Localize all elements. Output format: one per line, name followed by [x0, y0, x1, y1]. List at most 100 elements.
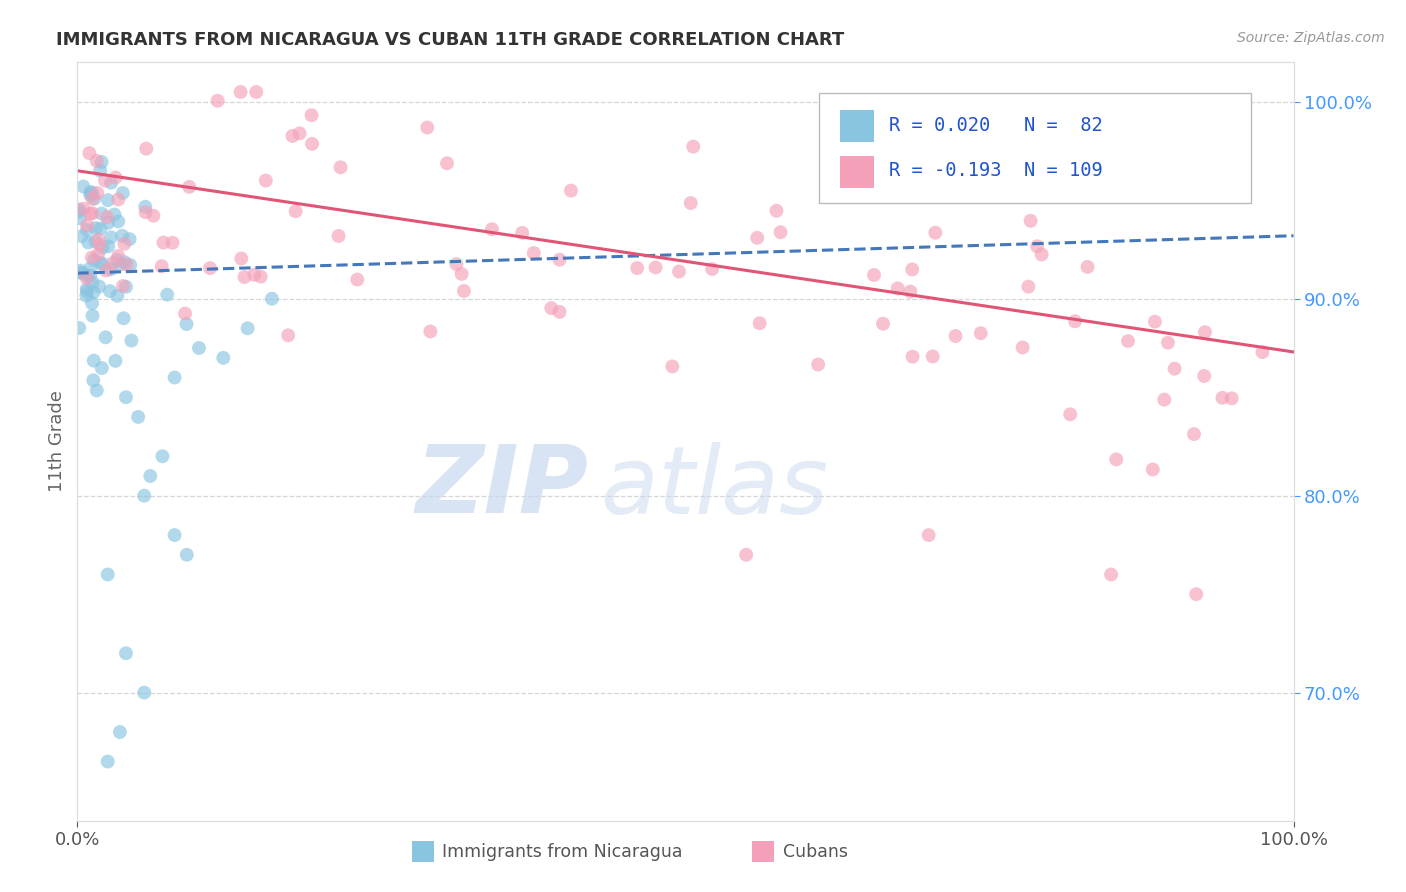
Point: [89, 279, 111, 293]
Point: [82, 192, 104, 206]
Point: [105, 289, 128, 303]
Point: [1019, 214, 1042, 228]
Point: [115, 390, 138, 404]
Point: [142, 209, 165, 223]
Bar: [839, 156, 875, 187]
Point: [70, 229, 93, 244]
Point: [76, 282, 98, 296]
Point: [416, 120, 439, 135]
Point: [97, 216, 120, 230]
Point: [101, 256, 124, 270]
Point: [644, 260, 666, 275]
Point: [179, 180, 201, 194]
Point: [84, 235, 107, 249]
FancyBboxPatch shape: [820, 93, 1251, 202]
Point: [150, 259, 173, 273]
Point: [90, 361, 112, 376]
Bar: [839, 111, 875, 142]
Point: [104, 354, 127, 368]
Text: Immigrants from Nicaragua: Immigrants from Nicaragua: [441, 843, 683, 861]
Point: [1182, 427, 1205, 442]
Point: [152, 235, 174, 250]
Point: [105, 252, 128, 267]
Point: [90, 206, 112, 220]
Point: [84, 221, 107, 235]
Point: [83, 285, 105, 300]
Point: [83, 192, 105, 206]
Point: [72, 179, 94, 194]
Point: [548, 305, 571, 319]
Point: [107, 214, 129, 228]
Point: [898, 285, 921, 299]
Point: [1143, 315, 1166, 329]
Point: [96, 210, 118, 224]
Y-axis label: 11th Grade: 11th Grade: [48, 391, 66, 492]
Point: [1157, 335, 1180, 350]
Point: [100, 262, 122, 277]
Point: [115, 646, 138, 660]
Point: [1064, 314, 1087, 328]
Point: [281, 128, 304, 143]
Point: [901, 262, 924, 277]
Bar: [752, 841, 775, 863]
Point: [110, 257, 132, 271]
Point: [108, 725, 131, 739]
Point: [76, 285, 98, 299]
Point: [970, 326, 993, 341]
Point: [1017, 279, 1039, 293]
Point: [540, 301, 562, 315]
Point: [510, 226, 533, 240]
Point: [229, 85, 252, 99]
Point: [679, 196, 702, 211]
Point: [118, 232, 141, 246]
Point: [79, 186, 101, 200]
Point: [86, 186, 108, 200]
Point: [921, 350, 943, 364]
Point: [1194, 325, 1216, 339]
Point: [79, 146, 101, 161]
Point: [1211, 391, 1233, 405]
Point: [301, 136, 323, 151]
Point: [86, 384, 108, 398]
Point: [103, 207, 125, 221]
Point: [284, 204, 307, 219]
Point: [111, 279, 134, 293]
Point: [661, 359, 683, 374]
Point: [548, 252, 571, 267]
Point: [288, 126, 311, 140]
Point: [233, 270, 256, 285]
Point: [135, 205, 157, 219]
Point: [76, 271, 98, 285]
Point: [329, 161, 352, 175]
Point: [1220, 392, 1243, 406]
Point: [107, 249, 129, 263]
Point: [863, 268, 886, 282]
Point: [198, 261, 221, 276]
Point: [86, 153, 108, 168]
Point: [134, 489, 156, 503]
Point: [96, 263, 118, 277]
Text: Source: ZipAtlas.com: Source: ZipAtlas.com: [1237, 31, 1385, 45]
Point: [176, 548, 198, 562]
Point: [1163, 361, 1185, 376]
Point: [945, 329, 967, 343]
Point: [97, 755, 120, 769]
Text: Cubans: Cubans: [783, 843, 848, 861]
Point: [67, 202, 90, 217]
Point: [1105, 452, 1128, 467]
Point: [79, 261, 101, 276]
Point: [80, 251, 103, 265]
Point: [115, 257, 138, 271]
Point: [1026, 239, 1049, 253]
Point: [1116, 334, 1139, 348]
Point: [89, 163, 111, 178]
Point: [120, 334, 142, 348]
Point: [72, 202, 94, 216]
Point: [82, 309, 104, 323]
Point: [682, 139, 704, 153]
Point: [120, 258, 142, 272]
Point: [481, 222, 503, 236]
Point: [765, 203, 787, 218]
Point: [67, 321, 90, 335]
Point: [1077, 260, 1099, 274]
